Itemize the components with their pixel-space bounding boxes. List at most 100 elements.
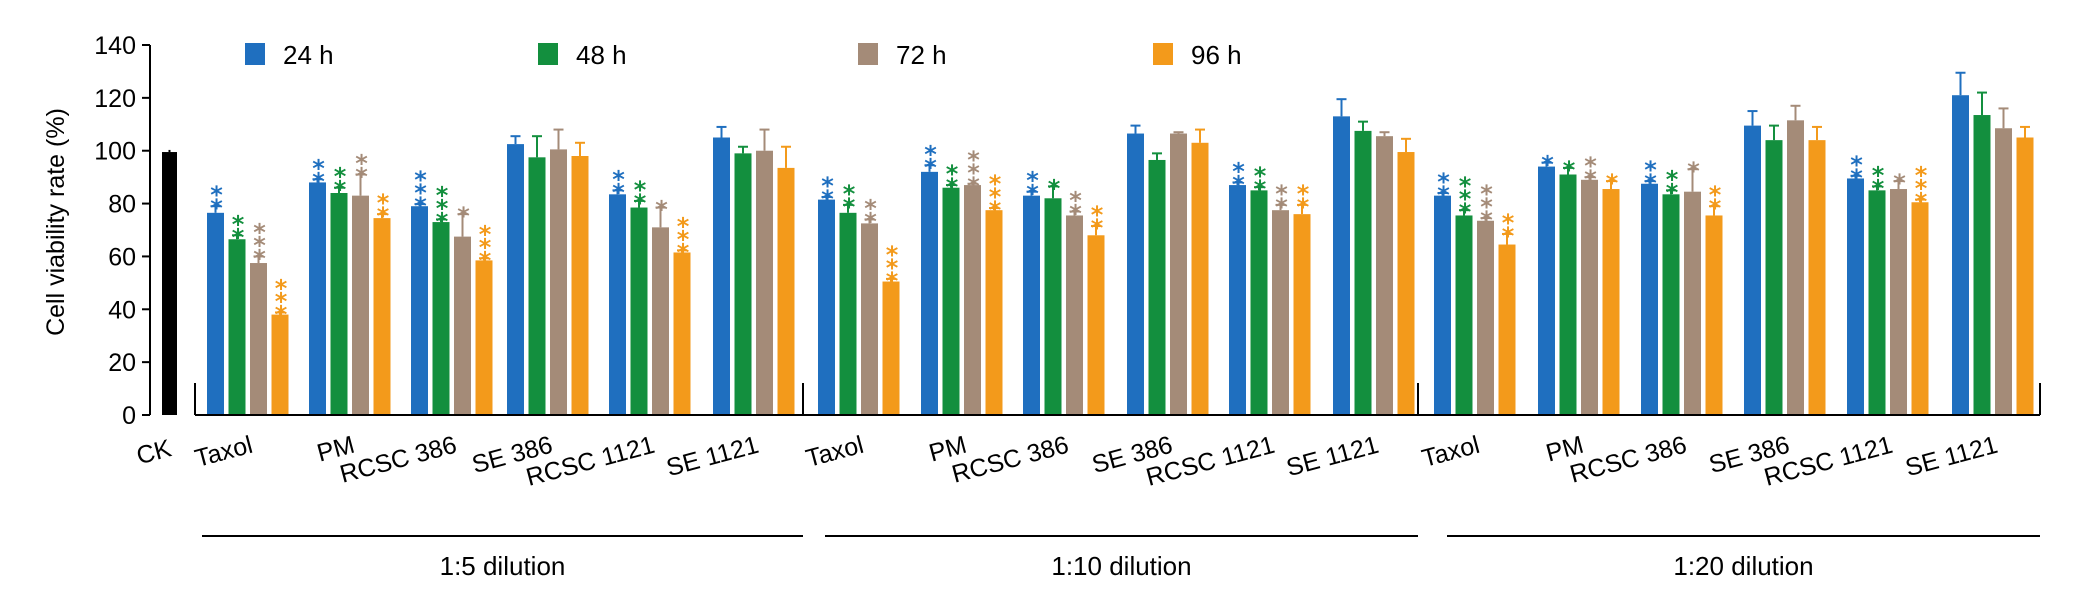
- significance-star: *: [275, 287, 288, 315]
- x-tick-label: RCSC 386: [949, 431, 1072, 489]
- significance-star: *: [253, 231, 266, 259]
- significance-star: *: [1459, 185, 1472, 213]
- bar: [1498, 244, 1516, 415]
- significance-star: *: [1297, 180, 1310, 208]
- bar: [454, 236, 471, 415]
- significance-star: *: [1915, 162, 1928, 190]
- bar: [861, 223, 878, 415]
- significance-star: *: [1459, 172, 1472, 200]
- legend-label: 72 h: [896, 40, 947, 70]
- bar: [756, 150, 773, 415]
- significance-star: *: [886, 267, 899, 295]
- significance-star: *: [1480, 180, 1493, 208]
- significance-star: *: [1048, 174, 1061, 202]
- x-tick-label: Taxol: [192, 431, 256, 473]
- significance-star: *: [355, 163, 368, 191]
- significance-star: *: [275, 274, 288, 302]
- significance-star: *: [1584, 152, 1597, 180]
- bar: [2016, 137, 2034, 415]
- bar: [1376, 136, 1393, 415]
- significance-star: *: [334, 163, 347, 191]
- significance-star: *: [886, 254, 899, 282]
- dilution-groups: 1:5 dilution 1:10 dilution 1:20 dilution: [202, 535, 2040, 581]
- significance-star: *: [253, 218, 266, 246]
- significance-star: *: [989, 183, 1002, 211]
- significance-star: *: [1026, 180, 1039, 208]
- significance-star: *: [821, 172, 834, 200]
- significance-star: *: [210, 194, 223, 222]
- bar: [882, 281, 900, 415]
- legend-swatch: [858, 43, 878, 65]
- significance-star: *: [436, 181, 449, 209]
- y-tick-label: 20: [108, 349, 136, 377]
- bar: [652, 227, 669, 415]
- significance-star: *: [924, 140, 937, 168]
- significance-star: *: [1437, 168, 1450, 196]
- significance-star: *: [1275, 180, 1288, 208]
- bar: [528, 157, 546, 416]
- significance-star: *: [479, 220, 492, 248]
- bar: [1973, 115, 1991, 416]
- significance-star: *: [612, 165, 625, 193]
- x-tick-label-ck: CK: [134, 434, 175, 470]
- bar: [1087, 235, 1105, 415]
- significance-star: *: [677, 212, 690, 240]
- bar: [1148, 159, 1166, 415]
- significance-star: *: [1254, 162, 1267, 190]
- bar: [921, 171, 938, 415]
- bar: [1890, 189, 1907, 415]
- x-tick-label: SE 1121: [1283, 431, 1381, 482]
- significance-star: *: [1026, 167, 1039, 195]
- significance-star: *: [377, 202, 390, 230]
- y-axis: 0 20 40 60 80 100 120 140: [94, 32, 151, 430]
- y-tick-label: 120: [94, 85, 136, 113]
- significance-star: *: [1850, 164, 1863, 192]
- x-tick-label: Taxol: [1419, 431, 1483, 473]
- bar: [609, 194, 626, 415]
- bar: [1170, 133, 1187, 416]
- significance-star: *: [355, 150, 368, 178]
- significance-star: *: [821, 185, 834, 213]
- bar-ck: [162, 152, 177, 416]
- significance-star: *: [377, 189, 390, 217]
- bar: [964, 185, 981, 415]
- significance-star: *: [967, 146, 980, 174]
- significance-star: *: [1872, 161, 1885, 189]
- bar: [1705, 215, 1723, 415]
- significance-star: *: [1091, 214, 1104, 242]
- bar: [207, 212, 224, 415]
- bar: [1744, 125, 1761, 415]
- significance-star: *: [1606, 169, 1619, 197]
- legend-swatch: [1153, 43, 1173, 65]
- significance-star: *: [232, 223, 245, 251]
- bar: [1397, 152, 1415, 416]
- bar: [1354, 130, 1372, 415]
- bar: [1293, 214, 1311, 415]
- bar: [432, 222, 450, 415]
- bar: [1868, 190, 1886, 415]
- significance-star: *: [1502, 209, 1515, 237]
- significance-star: *: [946, 160, 959, 188]
- bar: [818, 199, 835, 415]
- bar: [1538, 166, 1555, 415]
- legend-swatch: [245, 43, 265, 65]
- group-label: 1:10 dilution: [1051, 551, 1191, 581]
- bar: [630, 207, 648, 415]
- x-tick-label: SE 1121: [663, 431, 761, 482]
- bars-layer: ************** **** **********************…: [162, 71, 2034, 416]
- bar: [1995, 128, 2012, 415]
- bar: [507, 144, 524, 415]
- bar: [309, 182, 326, 415]
- significance-star: *: [1915, 188, 1928, 216]
- bar: [330, 193, 348, 415]
- significance-star: *: [334, 176, 347, 204]
- significance-star: *: [1915, 175, 1928, 203]
- x-tick-label: Taxol: [803, 431, 867, 473]
- significance-star: *: [864, 194, 877, 222]
- bar: [373, 218, 391, 415]
- group-label: 1:5 dilution: [440, 551, 566, 581]
- significance-star: *: [1091, 201, 1104, 229]
- significance-star: *: [612, 178, 625, 206]
- significance-star: *: [1687, 157, 1700, 185]
- significance-star: *: [989, 196, 1002, 224]
